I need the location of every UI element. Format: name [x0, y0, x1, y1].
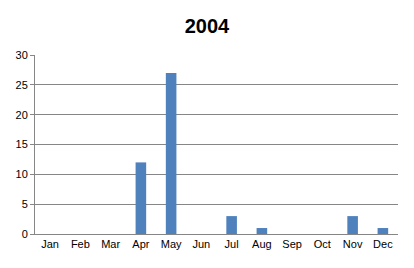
svg-text:30: 30	[16, 49, 28, 61]
svg-text:Oct: Oct	[314, 238, 331, 250]
svg-text:10: 10	[16, 168, 28, 180]
svg-text:Sep: Sep	[282, 238, 302, 250]
svg-text:25: 25	[16, 79, 28, 91]
svg-text:Dec: Dec	[373, 238, 393, 250]
svg-text:Nov: Nov	[343, 238, 363, 250]
svg-text:Mar: Mar	[101, 238, 120, 250]
svg-text:20: 20	[16, 109, 28, 121]
svg-text:Jan: Jan	[41, 238, 59, 250]
svg-text:Jul: Jul	[225, 238, 239, 250]
svg-text:Feb: Feb	[71, 238, 90, 250]
svg-text:2004: 2004	[185, 15, 230, 37]
svg-text:Aug: Aug	[252, 238, 272, 250]
svg-text:15: 15	[16, 138, 28, 150]
svg-text:0: 0	[22, 228, 28, 240]
svg-text:May: May	[161, 238, 182, 250]
svg-text:Apr: Apr	[132, 238, 149, 250]
svg-text:Jun: Jun	[193, 238, 211, 250]
svg-text:5: 5	[22, 198, 28, 210]
